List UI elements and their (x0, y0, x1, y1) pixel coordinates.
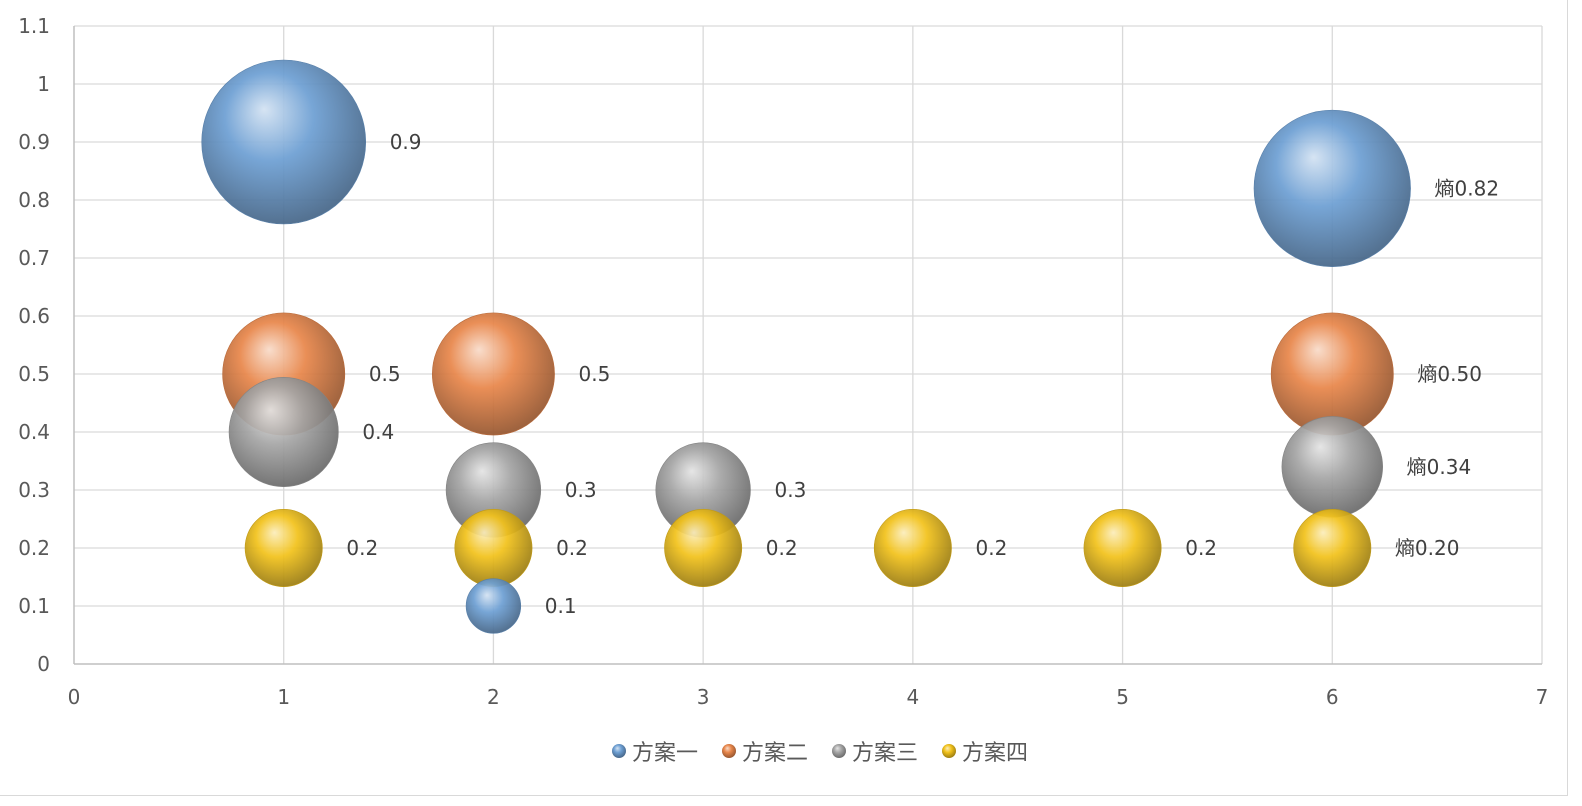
data-label: 熵0.34 (1407, 455, 1472, 479)
y-tick-label: 0.7 (18, 246, 50, 270)
legend-label: 方案一 (632, 741, 698, 766)
y-tick-label: 0.8 (18, 188, 50, 212)
axes (73, 26, 1542, 665)
y-tick-label: 0.9 (18, 130, 50, 154)
bubble-4 (1293, 509, 1372, 587)
x-tick-label: 0 (68, 685, 81, 709)
data-label: 0.9 (390, 130, 422, 154)
data-label: 熵0.50 (1417, 362, 1482, 386)
legend-item[interactable]: 方案一 (612, 741, 698, 766)
bubble-4 (454, 509, 533, 587)
y-tick-label: 0.2 (18, 536, 50, 560)
data-label: 0.2 (766, 536, 798, 560)
data-label: 熵0.82 (1435, 176, 1500, 200)
legend-label: 方案二 (742, 741, 808, 766)
x-tick-label: 3 (697, 685, 710, 709)
data-label: 熵0.20 (1395, 536, 1460, 560)
chart-frame (0, 0, 1568, 796)
data-label: 0.5 (579, 362, 611, 386)
legend-label: 方案四 (962, 741, 1028, 766)
x-tick-label: 5 (1116, 685, 1129, 709)
legend-item[interactable]: 方案二 (722, 741, 808, 766)
bubble-1 (1253, 109, 1411, 267)
y-tick-label: 0.3 (18, 478, 50, 502)
legend-label: 方案三 (852, 741, 918, 766)
legend-marker (722, 744, 736, 758)
x-tick-label: 2 (487, 685, 500, 709)
bubble-1 (201, 59, 367, 225)
x-tick-label: 7 (1536, 685, 1549, 709)
y-tick-label: 1.1 (18, 14, 50, 38)
data-label: 0.3 (565, 478, 597, 502)
legend-item[interactable]: 方案三 (832, 741, 918, 766)
x-tick-label: 6 (1326, 685, 1339, 709)
y-tick-label: 0 (37, 652, 50, 676)
y-tick-label: 0.1 (18, 594, 50, 618)
bubble-4 (1083, 509, 1162, 587)
bubble-3 (228, 377, 339, 487)
x-tick-label: 4 (906, 685, 919, 709)
legend-marker (612, 744, 626, 758)
y-tick-label: 0.5 (18, 362, 50, 386)
data-label: 0.2 (556, 536, 588, 560)
bubble-4 (664, 509, 743, 587)
data-label: 0.4 (362, 420, 394, 444)
bubble-1 (465, 578, 522, 634)
bubbles (201, 59, 1411, 634)
bubble-4 (244, 509, 323, 587)
bubble-2 (432, 312, 555, 436)
data-label: 0.1 (545, 594, 577, 618)
y-tick-label: 1 (37, 72, 50, 96)
data-labels: 0.9 0.1 熵0.82 0.5 0.5 熵0.50 0.4 0.3 0.3 熵0.34 0.2 0… (346, 130, 1499, 618)
tick-labels: 0 0.1 0.2 0.3 0.4 0.5 0.6 0.7 0.8 0.9 1 1.1 0 1 2 3 4 5 6 7 (18, 14, 1548, 709)
data-label: 0.5 (369, 362, 401, 386)
x-tick-label: 1 (277, 685, 290, 709)
legend-marker (832, 744, 846, 758)
legend-item[interactable]: 方案四 (942, 741, 1028, 766)
data-label: 0.2 (976, 536, 1008, 560)
legend: 方案一 方案二 方案三 方案四 (612, 741, 1028, 766)
data-label: 0.2 (1185, 536, 1217, 560)
y-tick-label: 0.4 (18, 420, 50, 444)
legend-marker (942, 744, 956, 758)
bubble-4 (873, 509, 952, 587)
bubble-3 (1281, 416, 1383, 518)
data-label: 0.2 (346, 536, 378, 560)
data-label: 0.3 (774, 478, 806, 502)
y-tick-label: 0.6 (18, 304, 50, 328)
